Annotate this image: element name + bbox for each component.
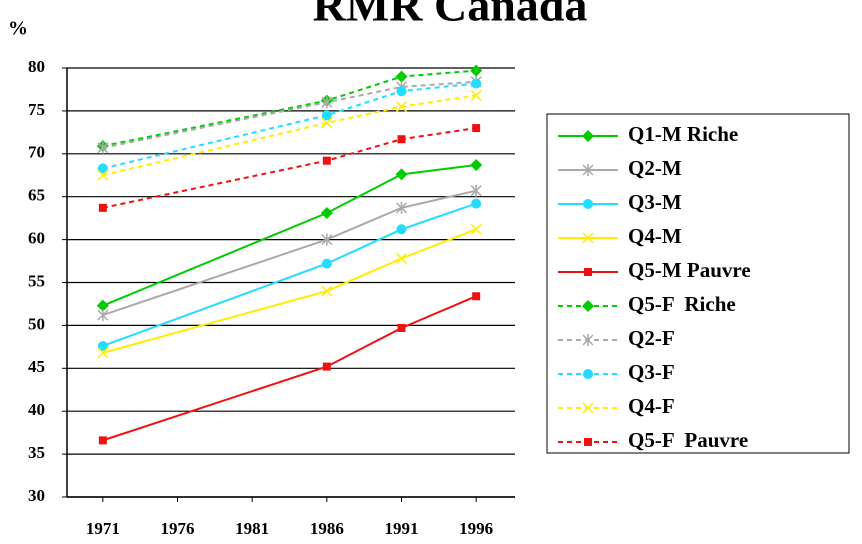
marker <box>98 436 107 445</box>
x-tick-label: 1991 <box>385 519 419 538</box>
x-tick-label: 1981 <box>235 519 269 538</box>
x-tick-label: 1971 <box>86 519 120 538</box>
series-line <box>102 202 477 347</box>
marker <box>322 362 331 371</box>
series-line <box>102 163 477 307</box>
marker <box>97 141 109 154</box>
x-tick-label: 1976 <box>161 519 195 538</box>
marker <box>97 163 108 174</box>
y-tick-label: 65 <box>28 186 45 205</box>
y-tick-label: 45 <box>28 357 45 376</box>
legend-marker <box>582 164 594 176</box>
legend-label: Q3-M <box>628 190 682 214</box>
marker <box>470 184 482 197</box>
series-line <box>102 94 477 177</box>
marker <box>97 340 108 351</box>
marker <box>471 198 482 209</box>
marker <box>395 168 408 181</box>
series-line <box>102 127 477 209</box>
legend-marker <box>582 130 594 142</box>
y-tick-label: 50 <box>28 314 45 333</box>
marker <box>395 252 408 265</box>
legend-label: Q4-M <box>628 224 682 248</box>
marker <box>470 223 482 235</box>
marker <box>98 203 107 212</box>
legend-marker <box>582 232 594 244</box>
marker <box>471 78 482 89</box>
marker <box>472 124 481 133</box>
marker <box>395 201 408 214</box>
legend-label: Q5-M Pauvre <box>628 258 751 282</box>
marker <box>395 70 408 83</box>
series-line <box>102 69 477 148</box>
legend-marker <box>582 402 594 414</box>
legend-label: Q2-F <box>628 326 675 350</box>
legend-marker <box>583 199 593 209</box>
series-line <box>102 189 477 317</box>
marker <box>321 258 332 269</box>
legend-label: Q3-F <box>628 360 675 384</box>
y-tick-label: 55 <box>28 271 45 290</box>
series-line <box>102 228 477 354</box>
legend-marker <box>582 334 594 346</box>
marker <box>321 96 333 109</box>
marker <box>397 323 406 332</box>
series-line <box>102 82 477 170</box>
marker <box>97 347 109 359</box>
x-tick-label: 1996 <box>459 519 493 538</box>
marker <box>320 207 333 220</box>
series-line <box>102 295 477 442</box>
series-line <box>102 80 477 149</box>
legend-label: Q5-F Pauvre <box>628 428 748 452</box>
marker <box>397 135 406 144</box>
legend-marker <box>584 268 592 276</box>
marker <box>396 86 407 97</box>
marker <box>97 169 109 181</box>
legend-label: Q2-M <box>628 156 682 180</box>
y-tick-label: 80 <box>28 57 45 76</box>
marker <box>470 64 483 77</box>
chart-title: RMR Canada <box>313 0 588 31</box>
legend-marker <box>583 369 593 379</box>
marker <box>321 233 333 246</box>
marker <box>321 110 332 121</box>
marker <box>472 292 481 301</box>
marker <box>395 101 408 113</box>
y-tick-label: 60 <box>28 229 45 248</box>
y-tick-label: 35 <box>28 443 45 462</box>
legend-label: Q5-F Riche <box>628 292 736 316</box>
marker <box>470 158 483 171</box>
y-tick-label: 75 <box>28 100 45 119</box>
y-tick-label: 70 <box>28 143 45 162</box>
marker <box>96 299 109 312</box>
marker <box>321 285 333 297</box>
legend-label: Q4-F <box>628 394 675 418</box>
y-tick-label: 30 <box>28 486 45 505</box>
marker <box>322 156 331 165</box>
legend-marker <box>582 300 594 312</box>
marker <box>470 89 482 101</box>
legend-marker <box>584 438 592 446</box>
marker <box>97 309 109 322</box>
y-axis-label: % <box>8 18 28 40</box>
y-tick-label: 40 <box>28 400 45 419</box>
marker <box>321 117 333 129</box>
marker <box>396 224 407 235</box>
x-tick-label: 1986 <box>310 519 344 538</box>
legend-label: Q1-M Riche <box>628 122 738 146</box>
